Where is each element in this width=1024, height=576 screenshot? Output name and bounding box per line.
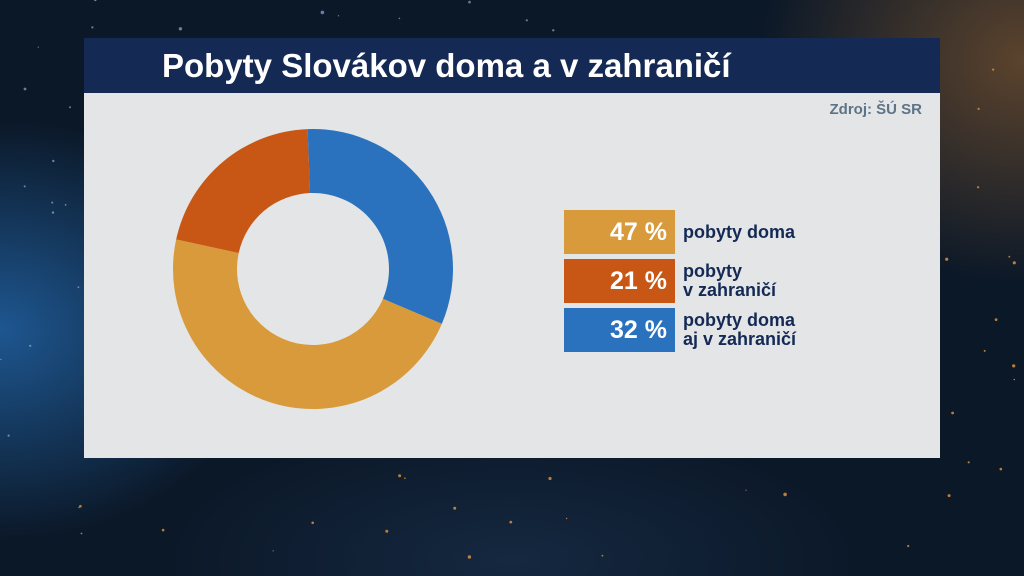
background-particle <box>320 10 325 15</box>
background-particle <box>91 26 94 29</box>
background-particle <box>1012 364 1016 368</box>
donut-slice <box>307 129 453 324</box>
donut-slice <box>173 239 442 409</box>
background-particle <box>311 521 315 525</box>
background-particle <box>453 506 457 510</box>
background-particle <box>745 489 747 491</box>
background-particle <box>178 27 183 31</box>
legend-row: 47 % pobyty doma <box>564 210 796 254</box>
background-particle <box>907 544 910 548</box>
background-particle <box>94 0 97 2</box>
background-particle <box>1013 378 1016 381</box>
background-particle <box>0 358 2 361</box>
background-particle <box>783 492 787 497</box>
background-particle <box>565 517 568 520</box>
background-particle <box>947 494 951 498</box>
chart-title: Pobyty Slovákov doma a v zahraničí <box>162 46 731 84</box>
background-particle <box>509 520 513 524</box>
background-particle <box>951 411 954 415</box>
source-label: Zdroj: ŠÚ SR <box>829 101 923 118</box>
background-particle <box>967 461 970 464</box>
legend-value-box: 47 % <box>564 210 675 254</box>
background-particle <box>337 15 340 17</box>
legend: 47 % pobyty doma 21 % pobyty v zahraničí… <box>564 210 796 357</box>
background-particle <box>983 349 986 352</box>
background-particle <box>7 434 10 437</box>
legend-label: pobyty doma aj v zahraničí <box>683 310 797 349</box>
background-particle <box>1012 261 1016 265</box>
background-particle <box>29 344 32 347</box>
background-particle <box>1008 255 1011 258</box>
background-particle <box>548 476 552 481</box>
background-particle <box>385 529 389 533</box>
legend-row: 21 % pobyty v zahraničí <box>564 259 796 303</box>
chart-card: Pobyty Slovákov doma a v zahraničí Zdroj… <box>84 38 940 458</box>
legend-value-box: 21 % <box>564 259 675 303</box>
background-particle <box>467 555 472 559</box>
title-bar: Pobyty Slovákov doma a v zahraničí <box>84 38 940 93</box>
legend-row: 32 % pobyty doma aj v zahraničí <box>564 308 796 352</box>
background-particle <box>161 528 165 532</box>
background-particle <box>23 185 26 188</box>
background-particle <box>525 19 528 22</box>
background-particle <box>552 29 555 32</box>
background-particle <box>398 17 401 20</box>
background-particle <box>37 46 39 48</box>
background-particle <box>23 87 27 91</box>
background-particle <box>994 318 998 321</box>
donut-slice <box>176 129 311 253</box>
background-particle <box>51 201 54 204</box>
background-particle <box>977 186 980 189</box>
background-particle <box>52 159 55 163</box>
background-particle <box>404 477 406 480</box>
legend-value-box: 32 % <box>564 308 675 352</box>
background-particle <box>80 532 83 535</box>
background-particle <box>977 107 980 110</box>
background-particle <box>468 0 471 4</box>
background-particle <box>945 257 949 261</box>
background-particle <box>69 106 71 109</box>
background-particle <box>77 286 80 289</box>
background-particle <box>64 204 67 206</box>
donut-chart <box>173 129 453 409</box>
background-particle <box>79 504 82 508</box>
background-particle <box>398 474 402 478</box>
background-particle <box>999 467 1003 471</box>
background-particle <box>992 68 995 71</box>
background-particle <box>78 506 80 509</box>
background-particle <box>51 211 55 214</box>
background-particle <box>601 554 604 557</box>
legend-label: pobyty doma <box>683 221 796 242</box>
legend-label: pobyty v zahraničí <box>683 261 777 300</box>
background-particle <box>272 550 274 552</box>
